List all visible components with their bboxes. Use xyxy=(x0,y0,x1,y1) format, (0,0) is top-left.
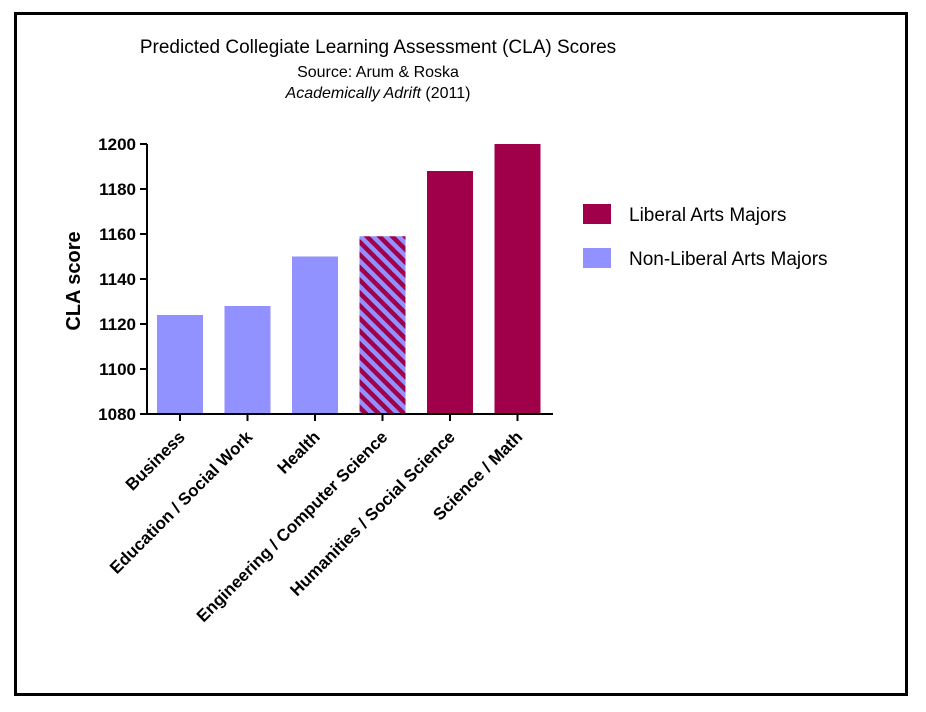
legend-swatch-liberal xyxy=(583,204,611,224)
x-tick-label-2: Health xyxy=(274,427,324,477)
chart-subtitle-citation: Academically Adrift (2011) xyxy=(285,85,471,102)
legend-label-non-liberal: Non-Liberal Arts Majors xyxy=(629,249,828,270)
y-tick-label-5: 1180 xyxy=(99,180,136,199)
chart-title: Predicted Collegiate Learning Assessment… xyxy=(140,37,616,58)
book-year: (2011) xyxy=(421,85,471,102)
bar-4 xyxy=(427,171,473,414)
bar-2 xyxy=(292,256,338,414)
y-tick-label-6: 1200 xyxy=(98,135,136,154)
y-axis-label: CLA score xyxy=(63,231,85,330)
y-tick-label-3: 1140 xyxy=(99,270,136,289)
legend-label-liberal: Liberal Arts Majors xyxy=(629,205,786,226)
y-tick-label-2: 1120 xyxy=(99,315,136,334)
y-tick-label-4: 1160 xyxy=(99,225,136,244)
bar-3 xyxy=(359,236,406,414)
bar-1 xyxy=(224,306,271,414)
bar-5 xyxy=(494,144,541,414)
x-tick-label-0: Business xyxy=(122,427,189,494)
x-tick-label-1: Education / Social Work xyxy=(106,427,257,578)
book-title: Academically Adrift xyxy=(285,85,422,102)
legend-swatch-non-liberal xyxy=(583,248,611,268)
y-tick-label-1: 1100 xyxy=(99,360,136,379)
chart-subtitle-source: Source: Arum & Roska xyxy=(297,64,459,81)
y-tick-label-0: 1080 xyxy=(98,405,136,424)
bar-0 xyxy=(157,315,203,414)
